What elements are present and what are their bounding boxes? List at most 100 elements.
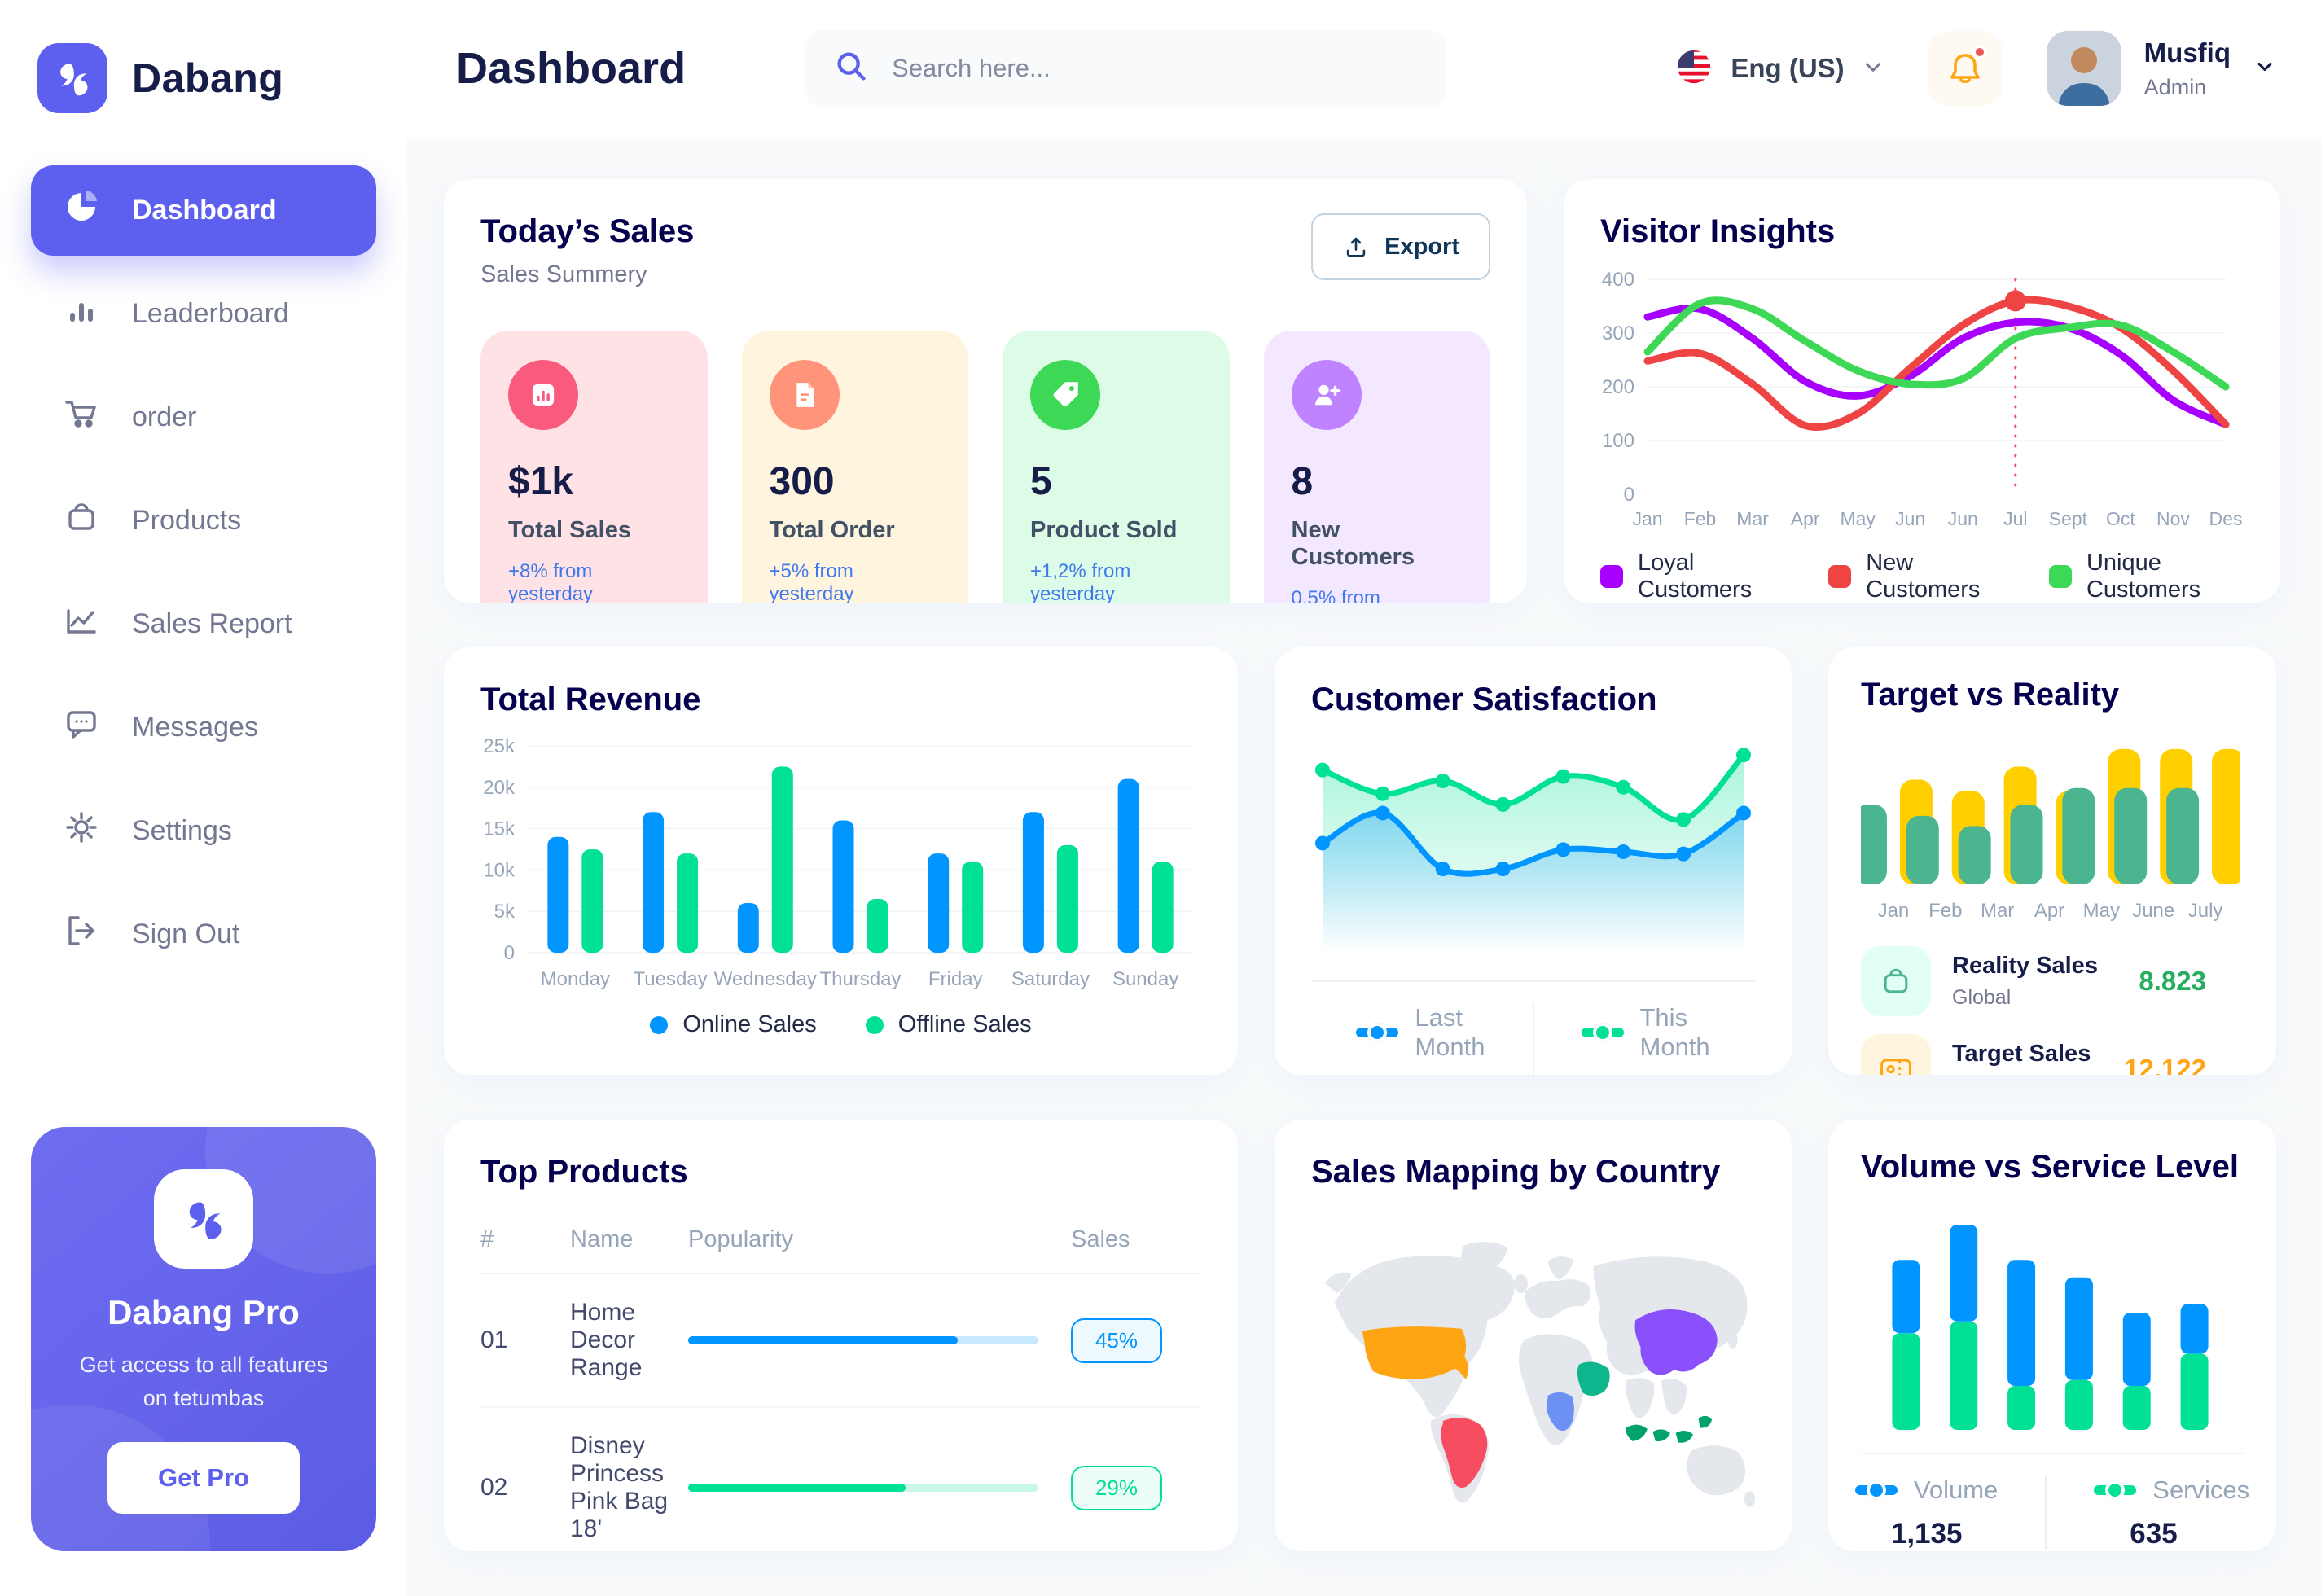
notification-badge xyxy=(1972,46,1986,59)
volume-service-chart xyxy=(1892,1225,2209,1430)
avatar xyxy=(2046,31,2121,106)
get-pro-button[interactable]: Get Pro xyxy=(107,1442,300,1514)
legend-subtitle: Commercial xyxy=(1952,1074,2091,1075)
svg-text:20k: 20k xyxy=(483,777,516,799)
product-name: Disney Princess Pink Bag 18' xyxy=(570,1432,669,1542)
legend-swatch xyxy=(2094,1485,2137,1495)
sidebar-item-order[interactable]: order xyxy=(31,372,376,463)
user-menu[interactable]: Musfiq Admin xyxy=(2046,31,2276,106)
total-revenue-legend: Online Sales Offline Sales xyxy=(480,1011,1201,1038)
region-saudi-arabia xyxy=(1577,1361,1610,1396)
svg-text:300: 300 xyxy=(1602,322,1634,344)
customer-satisfaction-chart xyxy=(1315,748,1751,959)
svg-text:400: 400 xyxy=(1602,269,1634,291)
top-header: Dashboard Eng (US) xyxy=(407,0,2321,137)
order-file-icon xyxy=(769,360,840,430)
sidebar-item-label: Products xyxy=(132,505,242,536)
today-sales-card: Today’s Sales Sales Summery Export $1k To… xyxy=(444,179,1527,603)
sidebar-item-label: Sign Out xyxy=(132,919,240,949)
stat-value: 8 xyxy=(1291,460,1314,503)
volume-service-legend: Volume 1,135 Services 635 xyxy=(1854,1475,2249,1550)
legend-row-target-sales: Target Sales Commercial 12.122 xyxy=(1861,1034,2244,1075)
user-name: Musfiq xyxy=(2143,37,2231,68)
svg-text:Thursday: Thursday xyxy=(819,968,901,990)
brand-logo-icon xyxy=(37,43,107,113)
svg-text:Mar: Mar xyxy=(1981,900,2014,922)
stat-delta: +8% from yesterday xyxy=(508,560,594,603)
customer-satisfaction-legend: Last Month$3,004This Month$4,504 xyxy=(1311,1003,1755,1075)
legend-text: Reality Sales Global xyxy=(1952,953,2098,1010)
sidebar-item-sales-report[interactable]: Sales Report xyxy=(31,579,376,669)
svg-text:Tuesday: Tuesday xyxy=(633,968,707,990)
search-icon xyxy=(833,48,871,90)
divider xyxy=(1861,1453,2244,1454)
svg-text:Des: Des xyxy=(2209,508,2243,529)
sidebar-item-settings[interactable]: Settings xyxy=(31,786,376,876)
svg-text:5k: 5k xyxy=(494,901,516,923)
sales-map-title: Sales Mapping by Country xyxy=(1311,1154,1721,1190)
language-selector[interactable]: Eng (US) xyxy=(1675,48,1883,90)
visitor-insights-chart: 0 100 200 300 400 Jan Feb Mar Apr May Jun Jun Jul Sep… xyxy=(1602,269,2243,529)
svg-text:Jul: Jul xyxy=(2003,508,2027,529)
legend-swatch xyxy=(650,1015,669,1034)
bar-chart-icon xyxy=(62,291,101,337)
legend-item: Services 635 xyxy=(2045,1475,2276,1550)
us-flag-icon xyxy=(1675,48,1713,90)
page-title: Dashboard xyxy=(456,44,687,93)
svg-text:Saturday: Saturday xyxy=(1011,968,1090,990)
svg-text:Apr: Apr xyxy=(2034,900,2064,922)
svg-text:10k: 10k xyxy=(483,859,516,881)
legend-swatch xyxy=(2048,565,2072,588)
target-vs-reality-chart: Jan Feb Mar Apr May June July xyxy=(1861,748,2240,922)
top-products-card: Top Products # Name Popularity Sales 01 H… xyxy=(444,1120,1238,1551)
popularity-fill xyxy=(688,1336,959,1344)
sales-chart-icon xyxy=(508,360,578,430)
total-revenue-title: Total Revenue xyxy=(480,682,701,717)
sidebar-item-sign-out[interactable]: Sign Out xyxy=(31,889,376,980)
stat-card: 8 New Customers 0,5% from yesterday xyxy=(1263,331,1490,603)
stat-card: 5 Product Sold +1,2% from yesterday xyxy=(1003,331,1230,603)
svg-text:Jun: Jun xyxy=(1895,508,1925,529)
sidebar-item-leaderboard[interactable]: Leaderboard xyxy=(31,269,376,359)
pro-logo-icon xyxy=(154,1169,253,1269)
visitor-insights-legend: Loyal Customers New Customers Unique Custo… xyxy=(1600,550,2244,603)
svg-text:25k: 25k xyxy=(483,735,516,757)
stat-value: 300 xyxy=(769,460,835,503)
pie-chart-icon xyxy=(62,187,101,234)
stat-card: $1k Total Sales +8% from yesterday xyxy=(480,331,708,603)
legend-title: Reality Sales xyxy=(1952,953,2098,979)
legend-row-reality-sales: Reality Sales Global 8.823 xyxy=(1861,946,2244,1016)
visitor-insights-title: Visitor Insights xyxy=(1600,213,1836,249)
export-icon xyxy=(1346,237,1366,257)
divider xyxy=(1311,980,1755,982)
region-brazil xyxy=(1441,1418,1488,1489)
notifications-button[interactable] xyxy=(1927,31,2003,106)
sidebar-item-products[interactable]: Products xyxy=(31,476,376,566)
svg-text:Jan: Jan xyxy=(1632,508,1662,529)
table-row: 01 Home Decor Range 45% xyxy=(480,1274,1201,1408)
legend-subtitle: Global xyxy=(1952,986,2012,1009)
today-sales-stats: $1k Total Sales +8% from yesterday 300 Total… xyxy=(480,331,1490,603)
search-input[interactable] xyxy=(892,54,1419,83)
stat-label: New Customers xyxy=(1291,517,1415,570)
world-map xyxy=(1311,1218,1755,1516)
legend-swatch xyxy=(1854,1485,1898,1495)
brand-name: Dabang xyxy=(132,55,284,101)
pro-description: Get access to all features on tetumbas xyxy=(79,1353,328,1410)
svg-text:Monday: Monday xyxy=(541,968,610,990)
legend-swatch xyxy=(1600,565,1623,588)
export-button[interactable]: Export xyxy=(1311,213,1490,280)
popularity-cell xyxy=(688,1484,1071,1492)
svg-text:Friday: Friday xyxy=(928,968,983,990)
stat-delta: +1,2% from yesterday xyxy=(1030,560,1131,603)
sales-cell: 45% xyxy=(1071,1318,1201,1363)
legend-item: Offline Sales xyxy=(865,1011,1032,1038)
legend-swatch xyxy=(1356,1028,1399,1037)
svg-text:Feb: Feb xyxy=(1928,900,1962,922)
search-bar xyxy=(804,30,1448,107)
sidebar-item-dashboard[interactable]: Dashboard xyxy=(31,165,376,256)
brand[interactable]: Dabang xyxy=(31,37,376,138)
popularity-bar xyxy=(688,1336,1038,1344)
sidebar-item-messages[interactable]: Messages xyxy=(31,682,376,773)
popularity-bar xyxy=(688,1484,1038,1492)
